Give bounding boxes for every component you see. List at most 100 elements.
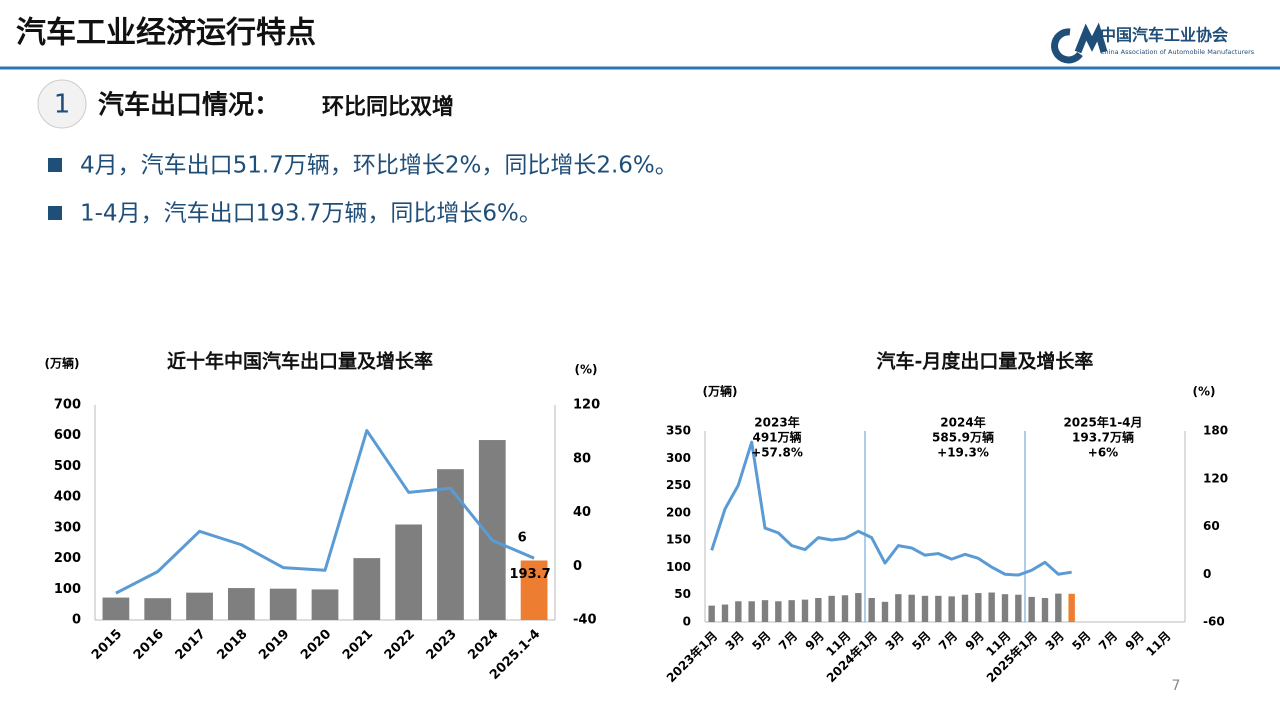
y2-axis-label: (%) (575, 363, 598, 377)
y-tick-label: 100 (54, 582, 81, 597)
bar (748, 601, 755, 622)
bar (144, 598, 172, 620)
x-tick-label: 2018 (214, 627, 250, 663)
bar (1041, 597, 1049, 622)
x-tick-label: 2023年1月 (663, 628, 720, 685)
bar (775, 601, 782, 622)
bar (975, 593, 982, 622)
y-tick-label: 0 (72, 613, 81, 628)
y2-tick-label: 40 (573, 505, 591, 520)
y2-tick-label: -40 (573, 613, 597, 628)
x-tick-label: 2022 (382, 627, 418, 663)
bar (311, 589, 339, 620)
data-label: 193.7 (510, 567, 551, 582)
bar (520, 560, 548, 620)
bar (855, 593, 862, 622)
bar (353, 558, 381, 620)
y-tick-label: 150 (666, 533, 691, 547)
bar (961, 594, 969, 622)
bar (841, 595, 849, 622)
bar (948, 596, 955, 622)
y2-tick-label: 120 (1203, 471, 1228, 485)
bar (815, 597, 822, 622)
x-tick-label: 2021 (340, 627, 376, 663)
x-tick-label: 5月 (909, 629, 933, 653)
y2-tick-label: 80 (573, 451, 591, 466)
bar (1001, 594, 1009, 622)
y-tick-label: 300 (54, 520, 81, 535)
bar (1068, 593, 1075, 622)
annotation: +6% (1088, 446, 1118, 460)
section-number: 1 (54, 90, 71, 120)
x-tick-label: 5月 (749, 629, 773, 653)
bar (395, 524, 423, 620)
bullet-text: 4月，汽车出口51.7万辆，环比增长2%，同比增长2.6%。 (80, 153, 678, 179)
y2-tick-label: -60 (1203, 615, 1225, 629)
y-tick-label: 50 (674, 587, 691, 601)
bullet-icon (48, 206, 62, 220)
x-tick-label: 2020 (298, 627, 334, 663)
x-tick-label: 3月 (1043, 629, 1067, 653)
bar (1015, 594, 1022, 622)
bar (186, 592, 213, 620)
bar (437, 469, 464, 620)
bar (735, 601, 742, 622)
x-tick-label: 3月 (883, 629, 907, 653)
section-badge (37, 79, 87, 129)
x-tick-label: 2016 (131, 627, 167, 663)
x-tick-label: 7月 (776, 629, 800, 653)
annotation: 585.9万辆 (932, 430, 994, 445)
y-tick-label: 600 (54, 428, 81, 443)
bar (935, 595, 942, 622)
x-tick-label: 5月 (1069, 629, 1093, 653)
bar (1028, 596, 1035, 622)
y-axis-label: (万辆) (703, 384, 738, 399)
bar (828, 595, 835, 622)
y-tick-label: 100 (666, 560, 691, 574)
annotation: 491万辆 (752, 430, 801, 445)
bullet-icon (48, 158, 62, 172)
section-subtitle: 环比同比双增 (322, 94, 454, 120)
x-tick-label: 7月 (936, 629, 960, 653)
bar (895, 594, 902, 622)
bar (1055, 593, 1062, 622)
x-tick-label: 2023 (424, 627, 460, 663)
bar (721, 604, 729, 622)
y-tick-label: 250 (666, 478, 691, 492)
y-axis-label: (万辆) (45, 356, 80, 371)
annotation: 2023年 (754, 415, 799, 430)
bar (788, 600, 795, 622)
line-series (115, 429, 535, 595)
bar (801, 599, 809, 622)
section-title: 汽车出口情况： (98, 90, 280, 121)
y-tick-label: 700 (54, 398, 81, 413)
bar (227, 588, 255, 620)
y-tick-label: 200 (666, 505, 691, 519)
bar (708, 605, 715, 622)
y2-tick-label: 0 (1203, 567, 1211, 581)
bar (761, 600, 769, 622)
chart-title: 近十年中国汽车出口量及增长率 (167, 350, 433, 373)
bar (881, 601, 889, 622)
page-number: 7 (1172, 678, 1181, 694)
annotation: 2024年 (940, 415, 985, 430)
chart-title: 汽车-月度出口量及增长率 (877, 350, 1094, 373)
logo-name: 中国汽车工业协会 (1100, 26, 1228, 45)
y-tick-label: 200 (54, 551, 81, 566)
bar (269, 588, 297, 620)
x-tick-label: 2017 (173, 627, 209, 663)
y2-tick-label: 180 (1203, 424, 1228, 438)
x-tick-label: 7月 (1096, 629, 1120, 653)
y-tick-label: 300 (666, 451, 691, 465)
annotation: 2025年1-4月 (1063, 415, 1142, 430)
y-tick-label: 500 (54, 459, 81, 474)
bar (988, 592, 995, 622)
y-tick-label: 0 (683, 615, 691, 629)
bar (921, 595, 929, 622)
y2-axis-label: (%) (1193, 385, 1216, 399)
x-tick-label: 2019 (256, 627, 292, 663)
bullet-text: 1-4月，汽车出口193.7万辆，同比增长6%。 (80, 201, 542, 227)
x-tick-label: 2024 (465, 627, 501, 663)
